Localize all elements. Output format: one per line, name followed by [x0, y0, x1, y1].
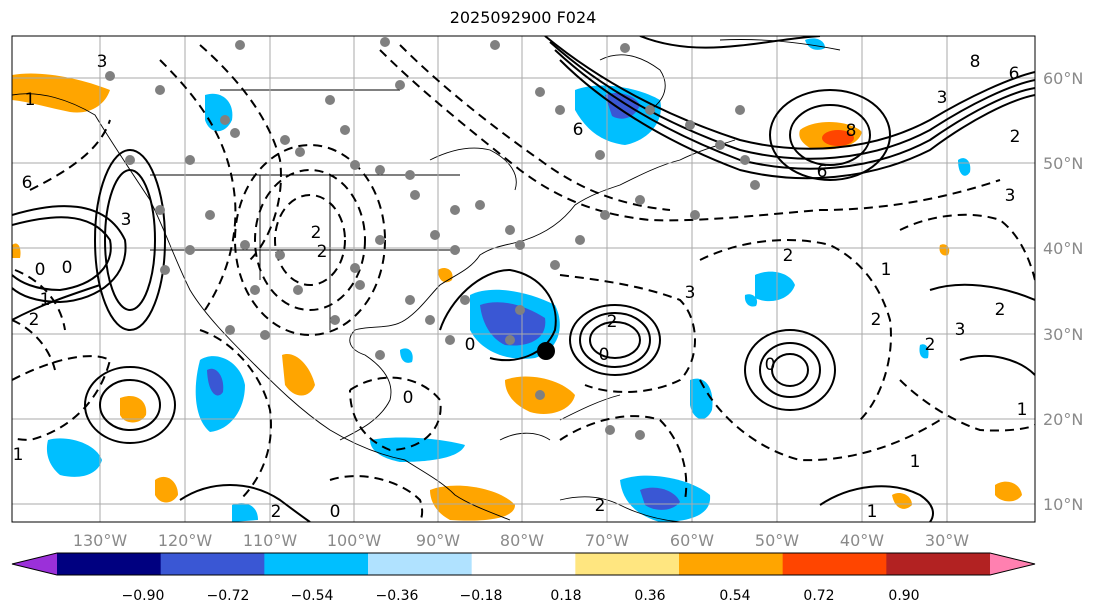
colorbar-tick: −0.72	[207, 588, 250, 604]
contour-label: 2	[607, 312, 618, 332]
contour-label: 1	[867, 502, 878, 522]
lat-label: 20°N	[1043, 410, 1083, 429]
storm-center-marker	[537, 342, 555, 360]
contour-label: 2	[925, 335, 936, 355]
contour-label: 0	[403, 388, 414, 408]
lat-label: 10°N	[1043, 495, 1083, 514]
contour-label: 2	[29, 310, 40, 330]
contour-label: 0	[35, 260, 46, 280]
map-frame	[11, 35, 1036, 523]
colorbar-bin	[368, 553, 473, 575]
station-dots	[105, 37, 760, 440]
longitude-labels: 130°W 120°W 110°W 100°W 90°W 80°W 70°W 6…	[73, 531, 969, 550]
contour-label: 3	[121, 210, 132, 230]
lon-label: 30°W	[925, 531, 969, 550]
contour-label: 2	[871, 310, 882, 330]
contour-label: 0	[330, 502, 341, 522]
lon-label: 50°W	[755, 531, 799, 550]
contour-label: 0	[765, 355, 776, 375]
colorbar-extend-high	[990, 553, 1035, 575]
contour-label: 3	[937, 88, 948, 108]
contour-label: 0	[465, 335, 476, 355]
colorbar-tick: 0.54	[719, 588, 750, 604]
colorbar-bin	[57, 553, 162, 575]
lat-label: 40°N	[1043, 239, 1083, 258]
contour-label: 1	[25, 90, 36, 110]
graticule	[12, 36, 1035, 522]
positive-contours	[12, 36, 1035, 522]
contour-label: 6	[573, 120, 584, 140]
colorbar-tick: 0.72	[803, 588, 834, 604]
lat-label: 60°N	[1043, 69, 1083, 88]
lat-label: 30°N	[1043, 325, 1083, 344]
lon-label: 100°W	[327, 531, 382, 550]
colorbar-bin	[782, 553, 887, 575]
contour-label: 2	[317, 242, 328, 262]
map-area	[12, 36, 1035, 522]
colorbar-bin	[679, 553, 784, 575]
contour-label: 2	[595, 496, 606, 516]
contour-label: 2	[1010, 127, 1021, 147]
lon-label: 130°W	[73, 531, 128, 550]
contour-label: 1	[1017, 400, 1028, 420]
contour-label: 6	[817, 162, 828, 182]
contour-label: 2	[995, 300, 1006, 320]
colorbar-tick: −0.90	[122, 588, 165, 604]
colorbar-tick: 0.36	[634, 588, 665, 604]
contour-label: 6	[1009, 64, 1020, 84]
colorbar-tick: −0.54	[291, 588, 334, 604]
contour-label: 0	[62, 258, 73, 278]
colorbar-tick: 0.18	[550, 588, 581, 604]
contour-label: 1	[910, 452, 921, 472]
lon-label: 40°W	[840, 531, 884, 550]
colorbar-outline	[11, 552, 1036, 576]
contour-label: 3	[955, 320, 966, 340]
contour-label: 2	[271, 502, 282, 522]
colorbar-tick: −0.36	[376, 588, 419, 604]
colorbar-bin	[264, 553, 369, 575]
colorbar-tick: −0.18	[460, 588, 503, 604]
colorbar	[11, 552, 1036, 576]
lon-label: 90°W	[416, 531, 460, 550]
contour-label: 1	[13, 445, 24, 465]
lon-label: 80°W	[500, 531, 544, 550]
lon-label: 70°W	[585, 531, 629, 550]
colorbar-bin	[886, 553, 991, 575]
contour-label: 3	[97, 52, 108, 72]
contour-label: 8	[846, 121, 857, 141]
map-title: 2025092900 F024	[449, 8, 597, 27]
contour-label: 2	[311, 223, 322, 243]
contour-label: 1	[40, 290, 51, 310]
contour-label: 0	[599, 345, 610, 365]
contour-label: 6	[22, 173, 33, 193]
colorbar-bin	[575, 553, 680, 575]
lat-label: 50°N	[1043, 154, 1083, 173]
contour-label: 8	[970, 52, 981, 72]
colorbar-tick: 0.90	[888, 588, 919, 604]
contour-label: 2	[783, 246, 794, 266]
colorbar-bin	[160, 553, 265, 575]
latitude-labels: 60°N 50°N 40°N 30°N 20°N 10°N	[1043, 69, 1083, 514]
lon-label: 120°W	[158, 531, 213, 550]
colorbar-bin	[471, 553, 576, 575]
contour-label: 3	[685, 283, 696, 303]
anomaly-shading	[12, 38, 1022, 522]
coastlines	[12, 39, 841, 522]
contour-label: 3	[1005, 186, 1016, 206]
colorbar-extend-low	[12, 553, 57, 575]
colorbar-tick-labels: −0.90 −0.72 −0.54 −0.36 −0.18 0.18 0.36 …	[122, 588, 920, 604]
lon-label: 110°W	[243, 531, 298, 550]
lon-label: 60°W	[670, 531, 714, 550]
contour-label: 1	[881, 260, 892, 280]
